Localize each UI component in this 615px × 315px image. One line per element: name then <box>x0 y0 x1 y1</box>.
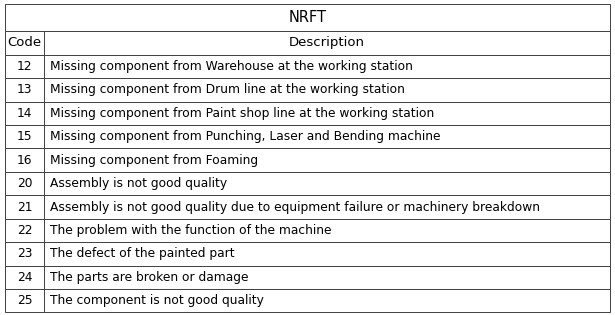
Bar <box>44 31 610 55</box>
Bar <box>44 242 610 266</box>
Text: 22: 22 <box>17 224 33 237</box>
Bar <box>5 266 44 289</box>
Bar <box>5 195 44 219</box>
Bar <box>5 219 44 242</box>
Bar <box>5 4 610 31</box>
Text: The problem with the function of the machine: The problem with the function of the mac… <box>50 224 332 237</box>
Text: Missing component from Drum line at the working station: Missing component from Drum line at the … <box>50 83 405 96</box>
Bar <box>5 55 44 78</box>
Text: The defect of the painted part: The defect of the painted part <box>50 247 235 261</box>
Bar <box>44 125 610 148</box>
Bar <box>5 101 44 125</box>
Text: 23: 23 <box>17 247 33 261</box>
Bar <box>44 266 610 289</box>
Bar <box>44 148 610 172</box>
Text: Assembly is not good quality: Assembly is not good quality <box>50 177 228 190</box>
Text: Code: Code <box>7 36 42 49</box>
Text: Missing component from Foaming: Missing component from Foaming <box>50 154 258 167</box>
Text: 12: 12 <box>17 60 33 73</box>
Text: 14: 14 <box>17 107 33 120</box>
Bar <box>5 125 44 148</box>
Bar <box>44 55 610 78</box>
Text: Description: Description <box>289 36 365 49</box>
Bar <box>5 172 44 195</box>
Text: 13: 13 <box>17 83 33 96</box>
Text: Missing component from Warehouse at the working station: Missing component from Warehouse at the … <box>50 60 413 73</box>
Text: 21: 21 <box>17 201 33 214</box>
Bar <box>5 242 44 266</box>
Text: 16: 16 <box>17 154 33 167</box>
Text: Missing component from Punching, Laser and Bending machine: Missing component from Punching, Laser a… <box>50 130 441 143</box>
Bar <box>44 101 610 125</box>
Bar <box>44 78 610 101</box>
Bar <box>5 289 44 312</box>
Text: Assembly is not good quality due to equipment failure or machinery breakdown: Assembly is not good quality due to equi… <box>50 201 541 214</box>
Text: 20: 20 <box>17 177 33 190</box>
Text: The parts are broken or damage: The parts are broken or damage <box>50 271 249 284</box>
Bar <box>44 289 610 312</box>
Text: 15: 15 <box>17 130 33 143</box>
Text: 24: 24 <box>17 271 33 284</box>
Text: NRFT: NRFT <box>288 10 327 25</box>
Text: 25: 25 <box>17 294 33 307</box>
Text: The component is not good quality: The component is not good quality <box>50 294 264 307</box>
Bar <box>5 31 44 55</box>
Bar <box>5 78 44 101</box>
Bar <box>44 195 610 219</box>
Bar <box>44 219 610 242</box>
Bar <box>5 148 44 172</box>
Bar <box>44 172 610 195</box>
Text: Missing component from Paint shop line at the working station: Missing component from Paint shop line a… <box>50 107 435 120</box>
